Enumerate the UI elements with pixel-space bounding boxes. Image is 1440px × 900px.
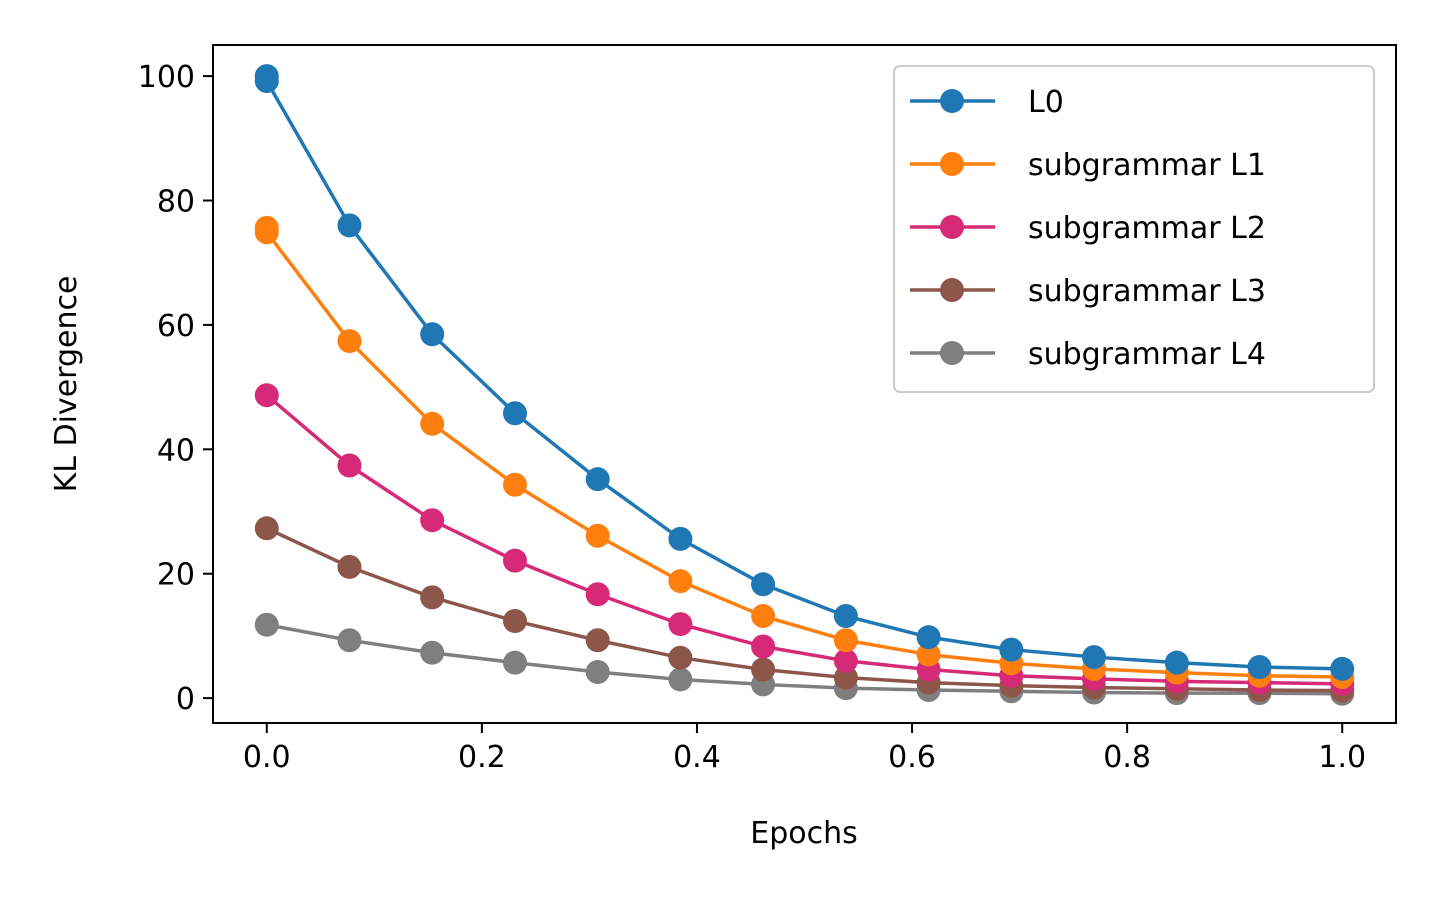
series-0-point-1 — [337, 213, 362, 238]
legend-swatch-marker-4 — [940, 341, 964, 365]
series-0-point-4 — [585, 467, 610, 492]
legend-entry-3: subgrammar L3 — [910, 274, 1266, 309]
x-tick-label-3: 0.6 — [888, 740, 936, 775]
y-tick-label-3: 60 — [157, 309, 195, 344]
series-line-4 — [266, 623, 1343, 696]
series-2-point-6 — [751, 634, 776, 659]
legend-label-0: L0 — [1028, 85, 1064, 120]
series-1-point-2 — [420, 411, 445, 436]
series-1 — [254, 215, 1355, 689]
series-4-point-4 — [585, 659, 610, 684]
series-1-extra-point-0 — [254, 215, 279, 240]
series-4-point-5 — [668, 667, 693, 692]
y-tick-label-4: 80 — [157, 185, 195, 220]
legend: L0 subgrammar L1 subgrammar L2 subgrammar L… — [893, 65, 1375, 393]
series-2-point-3 — [502, 548, 527, 573]
legend-label-3: subgrammar L3 — [1028, 274, 1266, 309]
series-1-point-5 — [668, 569, 693, 594]
series-0-point-5 — [668, 526, 693, 551]
series-line-0 — [265, 80, 1343, 671]
series-0-point-7 — [833, 604, 858, 629]
series-2-point-0 — [254, 383, 279, 408]
series-0-extra-point-0 — [254, 64, 279, 89]
series-2-point-1 — [337, 453, 362, 478]
series-layer — [254, 64, 1355, 706]
legend-swatch-marker-1 — [940, 152, 964, 176]
series-4-point-3 — [502, 650, 527, 675]
series-0-point-13 — [1330, 656, 1355, 681]
y-axis-ticks: 0 20 40 60 80 100 — [138, 60, 213, 717]
series-0-point-6 — [751, 572, 776, 597]
series-3-point-1 — [337, 554, 362, 579]
y-tick-label-1: 20 — [157, 558, 195, 593]
series-4-point-0 — [254, 612, 279, 637]
legend-entry-2: subgrammar L2 — [910, 211, 1266, 246]
series-0-point-3 — [502, 401, 527, 426]
series-3-point-3 — [502, 608, 527, 633]
series-2-point-2 — [420, 508, 445, 533]
series-2-point-4 — [585, 582, 610, 607]
x-tick-label-2: 0.4 — [673, 740, 721, 775]
legend-entries: L0 subgrammar L1 subgrammar L2 subgrammar L… — [910, 85, 1266, 372]
series-0-point-11 — [1164, 650, 1189, 675]
legend-label-4: subgrammar L4 — [1028, 337, 1266, 372]
series-2-point-7 — [833, 648, 858, 673]
legend-entry-0: L0 — [910, 85, 1064, 120]
y-tick-label-5: 100 — [138, 60, 195, 95]
legend-swatch-marker-3 — [940, 278, 964, 302]
legend-swatch-marker-2 — [940, 215, 964, 239]
series-4-point-2 — [420, 640, 445, 665]
x-tick-label-4: 0.8 — [1103, 740, 1151, 775]
series-1-point-8 — [916, 642, 941, 667]
series-line-2 — [265, 393, 1343, 686]
series-1-point-6 — [751, 604, 776, 629]
series-3-point-4 — [585, 628, 610, 653]
x-axis-ticks: 0.0 0.2 0.4 0.6 0.8 1.0 — [243, 723, 1366, 775]
series-0-point-8 — [916, 625, 941, 650]
x-tick-label-1: 0.2 — [458, 740, 506, 775]
plot-frame — [212, 44, 1397, 724]
legend-label-1: subgrammar L1 — [1028, 148, 1266, 183]
series-3-point-7 — [833, 665, 858, 690]
series-0-point-2 — [420, 322, 445, 347]
x-axis-label: Epochs — [750, 816, 858, 851]
series-1-point-7 — [833, 628, 858, 653]
legend-entry-1: subgrammar L1 — [910, 148, 1266, 183]
legend-label-2: subgrammar L2 — [1028, 211, 1266, 246]
legend-box — [893, 65, 1375, 393]
y-tick-label-0: 0 — [176, 682, 195, 717]
x-tick-label-0: 0.0 — [243, 740, 291, 775]
series-0-point-9 — [999, 637, 1024, 662]
series-1-point-4 — [585, 523, 610, 548]
series-3-point-2 — [420, 585, 445, 610]
series-3-point-0 — [254, 516, 279, 541]
y-axis-label: KL Divergence — [49, 276, 84, 493]
series-0-point-12 — [1247, 655, 1272, 680]
series-2-point-5 — [668, 612, 693, 637]
y-tick-label-2: 40 — [157, 433, 195, 468]
series-4-point-1 — [337, 628, 362, 653]
series-3-point-6 — [751, 657, 776, 682]
series-line-1 — [265, 231, 1343, 679]
x-tick-label-5: 1.0 — [1318, 740, 1366, 775]
legend-swatch-marker-0 — [940, 89, 964, 113]
series-1-point-1 — [337, 329, 362, 354]
series-0 — [254, 64, 1355, 681]
series-line-3 — [266, 526, 1343, 693]
legend-entry-4: subgrammar L4 — [910, 337, 1266, 372]
series-1-point-3 — [502, 472, 527, 497]
series-3-point-5 — [668, 645, 693, 670]
series-0-point-10 — [1082, 645, 1107, 670]
